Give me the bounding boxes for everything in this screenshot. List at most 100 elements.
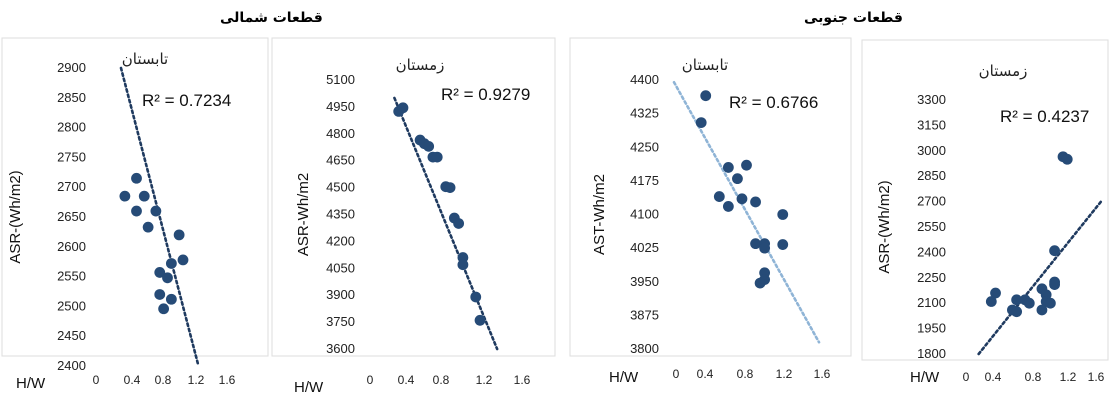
r-squared-label: R² = 0.9279 [441,85,530,104]
y-axis-label: AST-Wh/m2 [591,174,608,255]
data-point [1061,153,1073,165]
data-point [713,191,725,202]
x-tick-label: 0 [93,373,100,387]
x-axis-label: H/W [16,375,46,392]
x-tick-label: 0 [963,370,970,384]
data-point [1049,245,1060,257]
data-point [470,291,482,303]
y-tick-label: 4950 [326,99,355,114]
x-tick-label: 1.2 [476,373,493,387]
trendline [119,66,200,368]
x-tick-label: 1.2 [188,373,205,387]
data-point [431,151,443,163]
y-tick-label: 4250 [630,139,659,154]
data-point [1049,279,1060,290]
x-tick-label: 0.4 [985,370,1002,384]
data-point [695,117,707,128]
data-point [142,221,154,233]
y-tick-label: 3750 [326,314,355,329]
data-point [444,182,456,194]
y-tick-label: 2400 [917,244,946,259]
y-tick-label: 1950 [917,321,946,336]
y-tick-label: 2800 [57,120,86,135]
y-tick-label: 2500 [57,298,86,313]
y-tick-label: 2750 [57,149,86,164]
x-tick-label: 0 [673,367,680,381]
y-tick-label: 4500 [326,180,355,195]
data-point [777,209,789,220]
x-tick-label: 1.6 [219,373,236,387]
data-point [750,196,761,208]
data-point [474,314,486,326]
data-point [750,238,761,250]
y-tick-label: 3800 [630,341,659,356]
data-point [165,293,177,305]
data-point [397,102,409,114]
data-point [990,287,1001,299]
x-axis-label: H/W [609,369,639,386]
chart-frame [271,37,556,357]
x-tick-label: 1.6 [514,373,531,387]
y-tick-label: 4400 [630,72,659,87]
x-tick-label: 0.8 [433,373,450,387]
chart-title: زمستان [979,62,1028,80]
y-tick-label: 2550 [57,269,86,284]
x-tick-label: 0 [367,373,374,387]
data-point [1023,297,1035,309]
y-tick-label: 4325 [630,106,659,121]
chart-frame [861,39,1109,361]
y-tick-label: 2550 [917,219,946,234]
x-tick-label: 0.8 [1025,370,1042,384]
data-point [150,205,162,217]
y-axis-label: ASR-(Wh/m2) [7,170,24,263]
data-point [722,162,734,173]
y-tick-label: 3950 [630,274,659,289]
data-point [453,218,465,229]
y-tick-label: 4200 [326,233,355,248]
data-point [158,303,170,315]
group-title-north: قطعات شمالی [220,10,323,26]
x-tick-label: 0.4 [398,373,415,387]
y-tick-label: 1800 [917,346,946,361]
y-tick-label: 4050 [326,260,355,275]
y-tick-label: 4350 [326,207,355,222]
y-tick-label: 2700 [57,179,86,194]
x-tick-label: 1.6 [1088,370,1105,384]
trendline [977,200,1103,356]
scatter-chart-4: 1800 1950 2100 2250 2400 2550 2700 2850 3000 3150… [861,39,1109,386]
r-squared-label: R² = 0.7234 [142,91,231,110]
y-tick-label: 3150 [917,117,946,132]
x-tick-label: 0.8 [155,373,172,387]
group-title-south: قطعات جنوبی [804,10,903,26]
x-tick-label: 0.4 [697,367,714,381]
y-tick-label: 4650 [326,153,355,168]
y-tick-label: 4100 [630,207,659,222]
scatter-chart-3: 3800 3875 3950 4025 4100 4175 4250 4325 4400 0 0.4… [569,37,852,386]
y-tick-label: 3900 [326,287,355,302]
data-point [722,201,734,212]
y-tick-label: 2100 [917,295,946,310]
data-point [165,258,177,269]
chart-title: تابستان [122,50,168,68]
y-tick-label: 2650 [57,209,86,224]
y-tick-label: 2250 [917,270,946,285]
y-tick-label: 3600 [326,341,355,356]
scatter-chart-1: 2400 2450 2500 2550 2600 2650 2700 2750 2800 2850… [1,37,269,392]
x-tick-label: 0.8 [737,367,754,381]
data-point [985,296,997,307]
y-axis-label: ASR-Wh/m2 [295,173,312,256]
data-point [423,140,435,152]
data-point [154,289,166,300]
data-point [119,190,131,202]
data-point [777,239,789,250]
y-tick-label: 2600 [57,239,86,254]
y-tick-label: 3300 [917,92,946,107]
data-point [177,254,189,266]
data-point [1011,294,1023,306]
y-tick-label: 2700 [917,194,946,209]
x-tick-label: 1.2 [1060,370,1077,384]
r-squared-label: R² = 0.6766 [729,93,818,112]
trendline [672,80,821,344]
chart-frame [569,37,852,357]
